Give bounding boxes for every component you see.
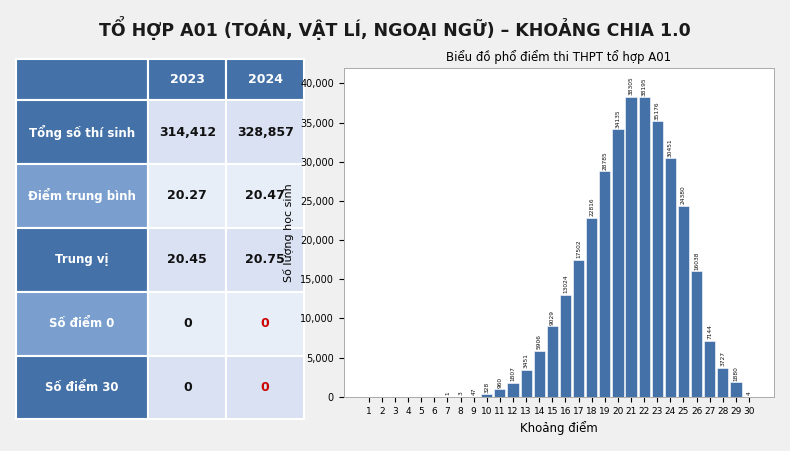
Text: 5906: 5906 — [536, 334, 542, 349]
Bar — [534, 350, 545, 397]
Text: 1807: 1807 — [510, 366, 516, 381]
Bar — [521, 370, 532, 397]
Bar — [704, 341, 715, 397]
Text: 30451: 30451 — [668, 138, 673, 156]
Text: 20.45: 20.45 — [167, 253, 207, 266]
Bar — [638, 97, 649, 397]
Bar — [226, 164, 304, 228]
Text: 0: 0 — [261, 317, 269, 330]
Bar — [678, 206, 689, 397]
Text: Trung vị: Trung vị — [55, 253, 109, 266]
Bar — [717, 368, 728, 397]
Text: 328: 328 — [484, 382, 489, 393]
Bar — [16, 228, 149, 292]
Bar — [665, 158, 676, 397]
Bar — [226, 355, 304, 419]
Text: Số điểm 0: Số điểm 0 — [50, 317, 115, 330]
X-axis label: Khoảng điểm: Khoảng điểm — [520, 421, 598, 435]
Text: 28785: 28785 — [602, 151, 608, 170]
Text: 47: 47 — [471, 387, 476, 395]
Text: 24380: 24380 — [681, 185, 686, 204]
Bar — [16, 355, 149, 419]
Bar — [149, 59, 226, 100]
Text: 22816: 22816 — [589, 198, 594, 216]
Bar — [149, 355, 226, 419]
Text: 0: 0 — [183, 317, 192, 330]
Text: 35176: 35176 — [655, 101, 660, 120]
Bar — [226, 292, 304, 355]
Bar — [149, 228, 226, 292]
Bar — [612, 129, 623, 397]
Text: 314,412: 314,412 — [159, 125, 216, 138]
Bar — [16, 292, 149, 355]
Text: 34135: 34135 — [615, 109, 620, 128]
Bar — [149, 164, 226, 228]
Bar — [226, 228, 304, 292]
Bar — [652, 121, 663, 397]
Text: 13024: 13024 — [563, 275, 568, 293]
Bar — [16, 100, 149, 164]
Bar — [16, 59, 149, 100]
Text: 20.47: 20.47 — [246, 189, 285, 202]
Y-axis label: Số lượng học sinh: Số lượng học sinh — [284, 183, 295, 281]
Bar — [16, 164, 149, 228]
Bar — [481, 394, 492, 397]
Bar — [586, 218, 597, 397]
Text: 960: 960 — [498, 377, 502, 388]
Bar — [560, 295, 571, 397]
Text: 2024: 2024 — [248, 73, 283, 86]
Bar — [573, 260, 584, 397]
Text: 20.75: 20.75 — [246, 253, 285, 266]
Bar — [600, 171, 611, 397]
Text: 3451: 3451 — [524, 354, 529, 368]
Bar — [226, 59, 304, 100]
Bar — [226, 100, 304, 164]
Text: 20.27: 20.27 — [167, 189, 207, 202]
Text: 0: 0 — [183, 381, 192, 394]
Text: Điểm trung bình: Điểm trung bình — [28, 189, 136, 203]
Text: 3727: 3727 — [720, 351, 725, 366]
Text: Số điểm 30: Số điểm 30 — [45, 381, 118, 394]
Text: 38305: 38305 — [629, 76, 634, 95]
Bar — [149, 100, 226, 164]
Text: 328,857: 328,857 — [237, 125, 294, 138]
Bar — [149, 292, 226, 355]
Bar — [626, 97, 637, 397]
Text: 17502: 17502 — [576, 239, 581, 258]
Text: Tổng số thí sinh: Tổng số thí sinh — [29, 124, 135, 139]
Text: 16038: 16038 — [694, 251, 699, 270]
Bar — [691, 271, 702, 397]
Text: 1: 1 — [445, 391, 450, 396]
Text: TỔ HỢP A01 (TOÁN, VẬT LÍ, NGOẠI NGỮ) – KHOẢNG CHIA 1.0: TỔ HỢP A01 (TOÁN, VẬT LÍ, NGOẠI NGỮ) – K… — [99, 16, 691, 40]
Text: 0: 0 — [261, 381, 269, 394]
Title: Biểu đồ phổ điểm thi THPT tổ hợp A01: Biểu đồ phổ điểm thi THPT tổ hợp A01 — [446, 50, 672, 64]
Bar — [547, 326, 558, 397]
Text: 1880: 1880 — [733, 366, 739, 381]
Text: 4: 4 — [747, 391, 751, 395]
Text: 9029: 9029 — [550, 309, 555, 325]
Text: 3: 3 — [458, 391, 463, 395]
Bar — [731, 382, 742, 397]
Text: 7144: 7144 — [707, 324, 713, 339]
Bar — [507, 383, 518, 397]
Text: 38195: 38195 — [641, 77, 647, 96]
Bar — [495, 389, 506, 397]
Text: 2023: 2023 — [170, 73, 205, 86]
